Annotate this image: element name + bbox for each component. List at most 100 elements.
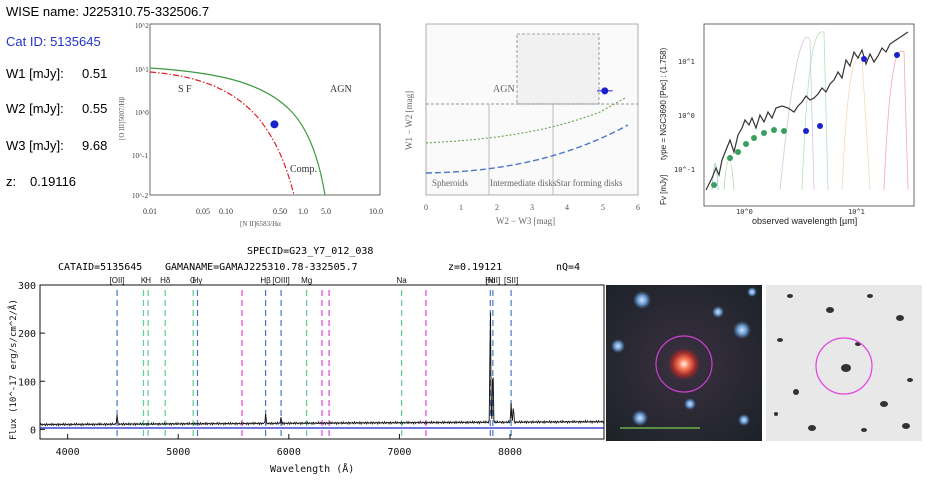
spectrum-xtick: 8000 (498, 447, 522, 458)
spectrum-ytick: 100 (18, 377, 36, 388)
sed-title: type = NGC3690 [Pec] : (1.758) (659, 47, 668, 160)
sed-photometry-point (803, 128, 809, 134)
w2-value: 0.55 (82, 101, 108, 116)
bpt-xtick: 0.10 (219, 207, 233, 216)
sed-photometry-point (743, 141, 749, 147)
gray-image-source (787, 294, 793, 298)
wise-xtick: 6 (636, 203, 640, 212)
gray-image-source (808, 425, 816, 431)
wise-region-intermediate: Intermediate disks (490, 178, 557, 188)
sed-photometry-point (894, 52, 900, 58)
wise-xtick: 4 (565, 203, 569, 212)
spectrum-marker-label: Mg (301, 276, 312, 285)
sed-photometry-point (817, 123, 823, 129)
sed-filter-curve (711, 163, 719, 191)
sed-xtick: 10^0 (736, 208, 753, 216)
bpt-xtick: 10.0 (369, 207, 383, 216)
sed-ticks: 10^1 10^0 10^-1 10^0 10^1 (674, 58, 865, 216)
gray-image-source (777, 338, 783, 342)
w2-label: W2 [mJy]: (6, 101, 64, 116)
sed-ylabel: Fν [mJy] (659, 175, 668, 205)
color-image-star (632, 410, 648, 426)
spectrum-marker-label: H (145, 276, 151, 285)
spectrum-xtick: 7000 (387, 447, 411, 458)
bpt-ytick: 10^2 (135, 22, 149, 30)
spectrum-continuum-black (39, 312, 605, 427)
spectrum-xtick: 4000 (56, 447, 80, 458)
bpt-xtick: 0.05 (196, 207, 210, 216)
gray-image-source (902, 423, 910, 429)
color-image-star (633, 291, 651, 309)
color-image-star (747, 287, 757, 297)
sed-filter-curve (841, 57, 871, 191)
spectrum-marker-label: [OIII] (272, 276, 289, 285)
spectrum-gamaname: GAMANAME=GAMAJ225310.78-332505.7 (165, 262, 358, 273)
spectrum-marker-label: Na (397, 276, 408, 285)
color-image-galaxy (668, 348, 700, 380)
gray-image-source (861, 428, 867, 432)
gray-image-source (880, 401, 888, 407)
gray-image-source (793, 389, 799, 395)
sed-photometry-point (771, 127, 777, 133)
w1-label: W1 [mJy]: (6, 66, 64, 81)
wise-region-starforming: Star forming disks (556, 178, 623, 188)
bpt-frame (149, 23, 381, 196)
wise-data-point (601, 87, 609, 95)
spectrum-xtick: 5000 (166, 447, 190, 458)
wise-name: WISE name: J225310.75-332506.7 (6, 4, 210, 19)
bpt-xtick: 0.01 (143, 207, 157, 216)
cat-id: Cat ID: 5135645 (6, 34, 101, 49)
spectrum-yticks: 0 100 200 300 (18, 281, 45, 436)
z-label: z: (6, 174, 17, 189)
bpt-xtick: 1.0 (298, 207, 308, 216)
sed-filter-curve (779, 36, 815, 191)
sed-photometry-point (735, 149, 741, 155)
wise-xticks: 0 1 2 3 4 5 6 (424, 203, 640, 212)
sed-filter-curve (723, 159, 735, 191)
bpt-xtick: 0.50 (273, 207, 287, 216)
spectrum-ylabel: Flux (10^-17 erg/s/cm^2/Å) (7, 299, 19, 440)
gray-image-source (826, 307, 834, 313)
bpt-data-point (270, 120, 279, 129)
gray-image-source (896, 315, 904, 321)
wise-blue-curve (425, 124, 629, 174)
wise-xlabel: W2 − W3 [mag] (496, 216, 555, 226)
spectrum-frame (39, 284, 605, 440)
w1-row: W1 [mJy]: 0.51 (6, 66, 107, 81)
spectrum-marker-label: K (141, 276, 147, 285)
spectrum-nq: nQ=4 (556, 262, 581, 273)
spectrum-xtick: 6000 (277, 447, 301, 458)
sed-filter-curve (883, 50, 909, 191)
spectrum-marker-label: G (190, 276, 196, 285)
spectrum-z: z=0.19121 (448, 262, 503, 273)
w1-value: 0.51 (82, 66, 108, 81)
gray-image-source (855, 342, 861, 346)
spectrum-ytick: 200 (18, 329, 36, 340)
sed-photometry-point (727, 155, 733, 161)
bpt-kewley-curve (149, 67, 326, 196)
wise-frame (425, 23, 639, 196)
spectrum-ytick: 300 (18, 281, 36, 292)
sed-filter-curve (801, 31, 829, 191)
sed-photometry-green (711, 127, 787, 188)
sed-template-line (705, 31, 909, 191)
sed-photometry-point (751, 135, 757, 141)
gray-image-background (766, 285, 922, 441)
wise-xtick: 2 (495, 203, 499, 212)
wise-green-curve (425, 97, 626, 144)
w3-value: 9.68 (82, 138, 108, 153)
gray-image-sources (774, 294, 913, 432)
wise-xtick: 0 (424, 203, 428, 212)
spectrum-marker-label: [OII] (110, 276, 125, 285)
w2-row: W2 [mJy]: 0.55 (6, 101, 107, 116)
sed-ytick: 10^0 (678, 112, 695, 120)
spectrum-xticks: 4000 5000 6000 7000 8000 (56, 434, 522, 458)
sed-photometry-blue (803, 52, 900, 134)
gray-image-aperture (815, 337, 873, 395)
color-image-background (606, 285, 762, 441)
